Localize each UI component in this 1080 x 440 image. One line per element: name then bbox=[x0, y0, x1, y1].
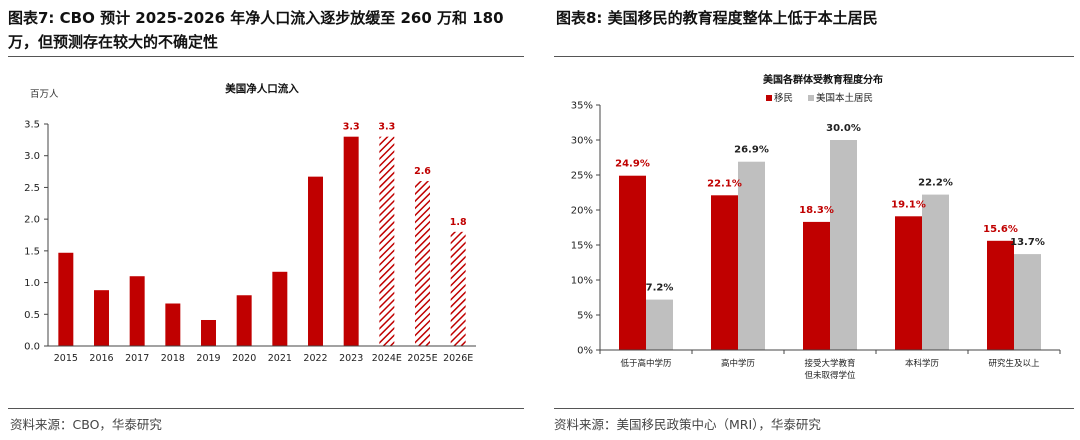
x-tick-label: 2020 bbox=[232, 353, 256, 364]
bar-美国本土居民-2 bbox=[830, 140, 857, 350]
bars bbox=[58, 136, 466, 346]
figure-title: 图表8: 美国移民的教育程度整体上低于本土居民 bbox=[556, 9, 878, 27]
legend-swatch bbox=[808, 95, 814, 101]
bar-2026E bbox=[450, 231, 466, 346]
bar-移民-2 bbox=[803, 221, 830, 350]
bar-2017 bbox=[129, 276, 145, 346]
bar-2025E bbox=[415, 181, 430, 346]
bar-移民-1 bbox=[711, 195, 738, 350]
x-tick-label: 低于高中学历 bbox=[620, 358, 672, 369]
chart-title: 美国净人口流入 bbox=[225, 82, 299, 95]
x-tick-label: 2021 bbox=[268, 353, 292, 364]
y-tick-label: 25% bbox=[571, 171, 593, 182]
bar-2020 bbox=[236, 295, 252, 346]
data-labels: 3.3 3.3 2.6 1.8 bbox=[343, 122, 467, 228]
y-tick-label: 30% bbox=[571, 136, 593, 147]
figure-8: 图表8: 美国移民的教育程度整体上低于本土居民 美国各群体受教育程度分布 移民美… bbox=[548, 0, 1080, 440]
y-axis-unit: 百万人 bbox=[30, 89, 59, 100]
x-tick-label: 高中学历 bbox=[721, 358, 756, 369]
bar-移民-3 bbox=[895, 216, 922, 350]
data-label: 19.1% bbox=[891, 199, 926, 210]
bar-2019 bbox=[201, 319, 216, 346]
x-tick-label: 2022 bbox=[303, 353, 327, 364]
x-tick-label: 2023 bbox=[339, 353, 363, 364]
education-chart: 美国各群体受教育程度分布 移民 美国本土居民 0% 5% 10% 15% 20% 25% 30… bbox=[571, 73, 1061, 381]
source-divider bbox=[554, 408, 1074, 409]
bar-美国本土居民-4 bbox=[1014, 254, 1041, 350]
data-label: 7.2% bbox=[646, 283, 674, 294]
data-label: 1.8 bbox=[450, 217, 467, 228]
bar-美国本土居民-3 bbox=[922, 194, 949, 350]
bar-美国本土居民-1 bbox=[738, 161, 765, 350]
x-tick-label: 接受大学教育 bbox=[804, 358, 855, 369]
x-tick-label: 2025E bbox=[407, 353, 437, 364]
x-axis: 2015 2016 2017 2018 2019 2020 2021 2022 2023 2024… bbox=[48, 345, 476, 364]
y-tick-label: 3.5 bbox=[24, 120, 40, 131]
y-tick-label: 0% bbox=[577, 346, 593, 357]
data-label: 3.3 bbox=[378, 122, 395, 133]
y-tick-label: 20% bbox=[571, 206, 593, 217]
x-tick-label: 2018 bbox=[161, 353, 185, 364]
title-divider bbox=[8, 56, 524, 57]
y-tick-label: 15% bbox=[571, 241, 593, 252]
net-inflow-chart: 美国净人口流入 百万人 0.0 0.5 1.0 1.5 2.0 2.5 3.0 3.5 3.3… bbox=[24, 82, 476, 364]
bar-2021 bbox=[272, 271, 288, 346]
legend-swatch bbox=[766, 95, 772, 101]
bar-移民-0 bbox=[619, 175, 646, 350]
bar-2018 bbox=[165, 303, 181, 346]
bars bbox=[619, 140, 1041, 350]
y-tick-label: 35% bbox=[571, 101, 593, 112]
x-tick-label: 2015 bbox=[54, 353, 78, 364]
x-tick-label: 2019 bbox=[196, 353, 220, 364]
x-tick-label: 2026E bbox=[443, 353, 473, 364]
x-tick-label: 2017 bbox=[125, 353, 149, 364]
data-label: 22.2% bbox=[918, 178, 953, 189]
data-label: 13.7% bbox=[1010, 237, 1045, 248]
y-tick-label: 3.0 bbox=[24, 151, 40, 162]
y-tick-label: 1.0 bbox=[24, 278, 40, 289]
bar-2022 bbox=[308, 176, 323, 346]
bar-2016 bbox=[94, 290, 109, 346]
bar-美国本土居民-0 bbox=[646, 299, 673, 350]
x-tick-label: 2024E bbox=[372, 353, 402, 364]
y-axis: 0% 5% 10% 15% 20% 25% 30% 35% bbox=[571, 101, 601, 357]
y-axis: 0.0 0.5 1.0 1.5 2.0 2.5 3.0 3.5 bbox=[24, 120, 49, 353]
data-label: 30.0% bbox=[826, 123, 861, 134]
data-label: 2.6 bbox=[414, 166, 431, 177]
y-tick-label: 0.0 bbox=[24, 342, 40, 353]
data-labels: 24.9% 7.2% 22.1% 26.9% 18.3% 30.0% 19.1% 22.2% 1… bbox=[615, 123, 1045, 294]
x-tick-label: 研究生及以上 bbox=[988, 358, 1040, 369]
figure-7: 图表7: CBO 预计 2025-2026 年净人口流入逐步放缓至 260 万和… bbox=[8, 9, 524, 432]
data-label: 15.6% bbox=[983, 224, 1018, 235]
bar-移民-4 bbox=[987, 240, 1014, 350]
bar-2024E bbox=[379, 136, 395, 346]
title-divider bbox=[554, 56, 1074, 57]
data-label: 24.9% bbox=[615, 159, 650, 170]
bar-2015 bbox=[58, 252, 74, 346]
figure-title: 图表7: CBO 预计 2025-2026 年净人口流入逐步放缓至 260 万和… bbox=[8, 9, 504, 51]
y-tick-label: 10% bbox=[571, 276, 593, 287]
legend: 移民 美国本土居民 bbox=[766, 92, 873, 104]
bar-2023 bbox=[343, 136, 359, 346]
y-tick-label: 2.5 bbox=[24, 183, 40, 194]
legend-label: 移民 bbox=[774, 92, 793, 104]
y-tick-label: 5% bbox=[577, 311, 593, 322]
legend-label: 美国本土居民 bbox=[816, 92, 873, 104]
x-tick-label: 2016 bbox=[89, 353, 113, 364]
y-tick-label: 2.0 bbox=[24, 215, 40, 226]
y-tick-label: 1.5 bbox=[24, 246, 40, 257]
y-tick-label: 0.5 bbox=[24, 310, 40, 321]
source-divider bbox=[8, 408, 524, 409]
data-label: 18.3% bbox=[799, 205, 834, 216]
source-note: 资料来源：CBO，华泰研究 bbox=[10, 417, 162, 432]
chart-title: 美国各群体受教育程度分布 bbox=[763, 73, 883, 86]
data-label: 3.3 bbox=[343, 122, 360, 133]
x-tick-label: 但未取得学位 bbox=[804, 370, 856, 381]
data-label: 22.1% bbox=[707, 178, 742, 189]
source-note: 资料来源：美国移民政策中心（MRI），华泰研究 bbox=[554, 417, 821, 432]
x-tick-label: 本科学历 bbox=[905, 358, 940, 369]
data-label: 26.9% bbox=[734, 145, 769, 156]
